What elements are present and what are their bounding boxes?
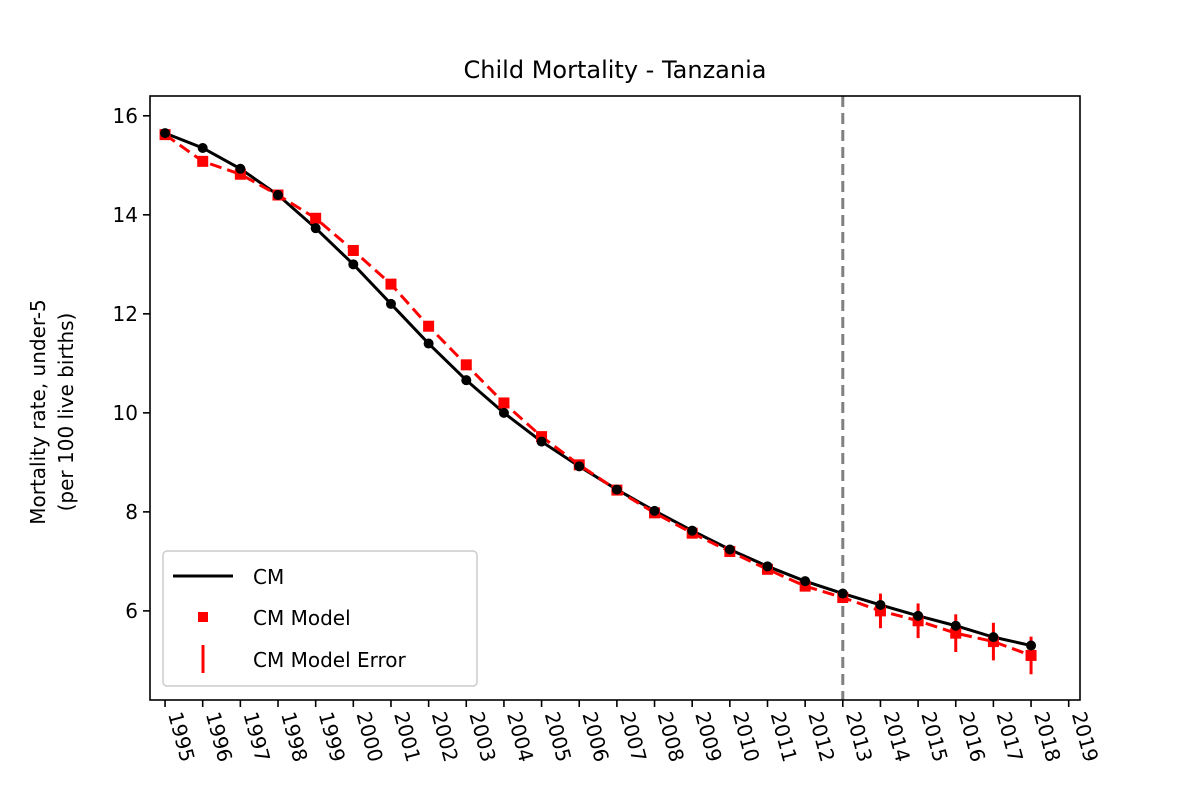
cm-point-2010 <box>724 544 735 555</box>
x-tick-label-1999: 1999 <box>314 709 350 764</box>
x-tick-label-2017: 2017 <box>992 709 1028 764</box>
x-tick-label-2002: 2002 <box>427 709 463 764</box>
cm-point-2004 <box>498 407 509 418</box>
cm-model-point-1997 <box>234 168 246 180</box>
cm-point-2006 <box>574 461 585 472</box>
cm-point-2003 <box>461 375 472 386</box>
x-tick-label-2004: 2004 <box>502 709 538 764</box>
y-tick-label-6: 6 <box>125 599 138 623</box>
chart-title: Child Mortality - Tanzania <box>464 56 767 84</box>
x-tick-label-2016: 2016 <box>954 709 990 764</box>
x-tick-label-2012: 2012 <box>803 709 839 764</box>
legend: CM CM Model CM Model Error <box>162 550 478 687</box>
legend-cm-model-label: CM Model <box>253 606 351 630</box>
legend-cm-model-swatch <box>198 612 208 622</box>
y-axis-label-line-2: (per 100 live births) <box>54 313 78 512</box>
x-tick-label-2015: 2015 <box>916 709 952 764</box>
x-tick-label-2000: 2000 <box>351 709 387 764</box>
cm-model-point-2001 <box>385 278 397 290</box>
x-tick-label-2005: 2005 <box>540 709 576 764</box>
y-tick-label-8: 8 <box>125 500 138 524</box>
cm-model-point-2000 <box>347 244 359 256</box>
cm-model-point-2014 <box>874 605 886 617</box>
x-tick-label-2009: 2009 <box>690 709 726 764</box>
x-tick-label-1998: 1998 <box>276 709 312 764</box>
x-tick-label-2001: 2001 <box>389 709 425 764</box>
x-tick-label-2007: 2007 <box>615 709 651 764</box>
x-tick-label-2003: 2003 <box>464 709 500 764</box>
y-axis-label-line-1: Mortality rate, under-5 <box>26 299 50 525</box>
cm-point-2016 <box>950 620 961 631</box>
x-tick-label-2006: 2006 <box>577 709 613 764</box>
x-tick-label-2014: 2014 <box>879 709 915 764</box>
cm-model-point-2004 <box>498 397 510 409</box>
cm-model-point-2016 <box>950 627 962 639</box>
cm-point-2017 <box>988 632 999 643</box>
legend-box <box>162 550 478 687</box>
x-tick-label-1997: 1997 <box>239 709 275 764</box>
cm-point-1996 <box>197 142 208 153</box>
x-tick-label-2010: 2010 <box>728 709 764 764</box>
cm-model-point-2018 <box>1025 649 1037 661</box>
cm-point-2007 <box>611 484 622 495</box>
legend-cm-label: CM <box>253 565 284 589</box>
axes-frame <box>149 95 1081 701</box>
x-tick-label-2013: 2013 <box>841 709 877 764</box>
cm-model-point-2003 <box>460 359 472 371</box>
cm-point-1998 <box>273 190 284 201</box>
cm-point-2002 <box>423 338 434 349</box>
legend-cm-model-error-label: CM Model Error <box>253 648 407 672</box>
x-tick-label-2019: 2019 <box>1067 709 1103 764</box>
cm-point-2014 <box>875 599 886 610</box>
y-axis-label: Mortality rate, under-5 <box>26 299 50 525</box>
cm-point-2012 <box>800 576 811 587</box>
cm-point-2015 <box>913 610 924 621</box>
cm-point-2018 <box>1026 640 1037 651</box>
cm-model-point-1996 <box>197 155 209 167</box>
y-tick-label-12: 12 <box>113 302 138 326</box>
cm-model-point-2002 <box>423 320 435 332</box>
plot-area <box>159 96 1037 700</box>
y-tick-label-16: 16 <box>113 104 138 128</box>
y-tick-label-10: 10 <box>113 401 138 425</box>
cm-point-2008 <box>649 505 660 516</box>
cm-point-1997 <box>235 163 246 174</box>
y-tick-label-14: 14 <box>113 203 138 227</box>
cm-model-point-1999 <box>310 212 322 224</box>
x-tick-label-2018: 2018 <box>1029 709 1065 764</box>
x-tick-label-1995: 1995 <box>163 709 199 764</box>
cm-point-2013 <box>837 588 848 599</box>
series-cm-model-line <box>164 133 1032 657</box>
cm-point-1999 <box>310 223 321 234</box>
cm-point-2000 <box>348 259 359 270</box>
cm-point-1995 <box>160 128 171 139</box>
cm-point-2011 <box>762 561 773 572</box>
x-tick-label-2008: 2008 <box>653 709 689 764</box>
cm-point-2009 <box>687 525 698 536</box>
x-tick-label-2011: 2011 <box>766 709 802 764</box>
cm-point-2001 <box>385 298 396 309</box>
series-cm-line <box>164 131 1032 648</box>
cm-point-2005 <box>536 436 547 447</box>
y-axis-label-2: (per 100 live births) <box>54 313 78 512</box>
x-tick-label-1996: 1996 <box>201 709 237 764</box>
